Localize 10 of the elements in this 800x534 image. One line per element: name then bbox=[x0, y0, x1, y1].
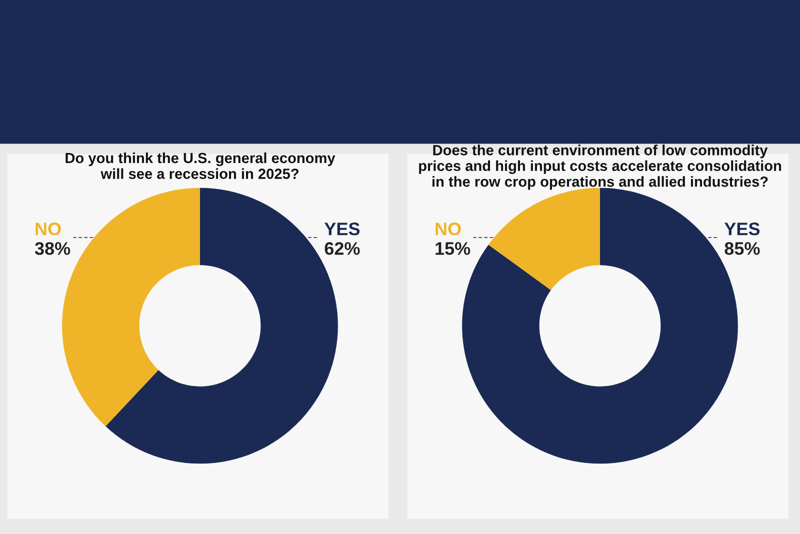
data-label: 85% bbox=[724, 242, 760, 255]
slice-label: YES bbox=[324, 222, 360, 236]
data-label: 38% bbox=[34, 242, 70, 255]
slice-label: NO bbox=[36, 222, 61, 236]
data-label: 15% bbox=[436, 242, 470, 255]
slice-label: YES bbox=[724, 222, 760, 236]
slice-label: NO bbox=[436, 222, 461, 236]
chart-title: Do you think the U.S. general economy will see a recession in 2025? bbox=[66, 152, 336, 179]
data-label: 62% bbox=[324, 242, 360, 255]
chart-title: Does the current environment of low commodity prices and high input costs accelerate consolidation in the row crop operations and allied industries? bbox=[419, 144, 782, 190]
